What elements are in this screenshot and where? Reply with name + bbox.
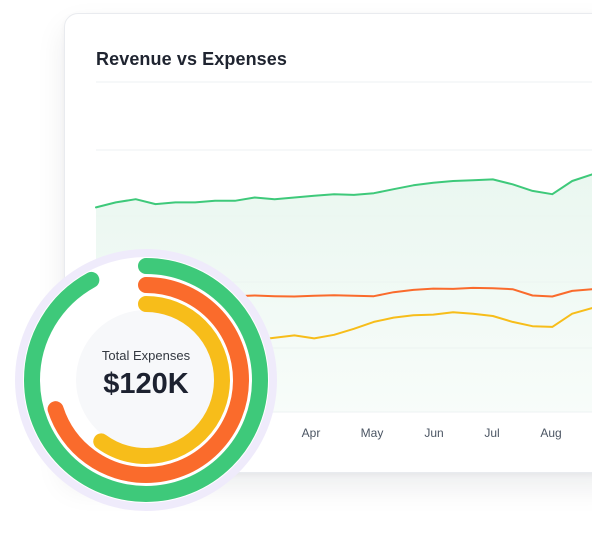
donut-svg	[15, 249, 277, 511]
donut-value: $120K	[103, 368, 189, 400]
x-tick-may: May	[361, 426, 384, 440]
donut-ring-yellow	[62, 296, 230, 464]
x-tick-jun: Jun	[424, 426, 443, 440]
x-tick-apr: Apr	[302, 426, 321, 440]
donut-ring-green	[24, 258, 268, 502]
donut-center	[76, 310, 216, 450]
card-title: Revenue vs Expenses	[96, 49, 288, 69]
donut-label: Total Expenses	[101, 348, 191, 363]
series-line-green	[95, 173, 592, 209]
x-axis-ticks: Apr May Jun Jul Aug	[302, 426, 562, 440]
total-expenses-donut: Total Expenses $120K	[8, 242, 284, 518]
donut-ring-orange	[43, 277, 249, 483]
x-tick-jul: Jul	[484, 426, 499, 440]
donut-rings	[15, 249, 277, 511]
x-tick-aug: Aug	[540, 426, 561, 440]
